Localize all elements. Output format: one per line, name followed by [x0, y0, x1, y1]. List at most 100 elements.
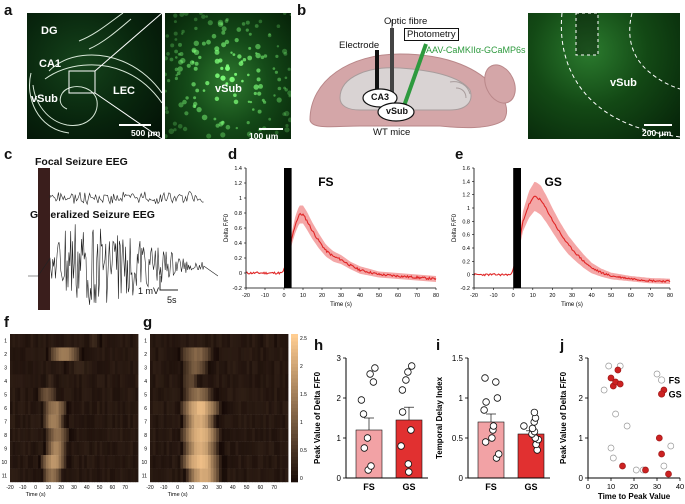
heat-cell — [97, 441, 100, 456]
heat-cell — [40, 387, 44, 402]
heat-cell — [112, 374, 116, 389]
heat-cell — [17, 387, 21, 402]
neuron-cell — [248, 46, 252, 50]
heat-cell — [268, 428, 272, 442]
heat-cell — [177, 455, 181, 469]
heat-xtick-label: 60 — [258, 485, 264, 491]
heat-cell — [117, 468, 121, 483]
neuron-cell — [247, 55, 253, 61]
heat-cell — [265, 401, 270, 415]
neuron-cell — [198, 13, 203, 15]
heat-cell — [271, 401, 275, 415]
heat-cell — [210, 414, 214, 429]
heat-cell — [243, 387, 247, 402]
colorbar-segment — [291, 359, 298, 364]
heat-cell — [174, 360, 178, 375]
data-point — [405, 468, 413, 476]
heat-cell — [43, 347, 47, 362]
heat-cell — [58, 455, 62, 469]
heat-cell — [166, 387, 170, 402]
neuron-cell — [167, 79, 171, 83]
heat-cell — [150, 414, 154, 429]
e-ytick-label: 0.6 — [462, 233, 470, 239]
heat-cell — [40, 441, 44, 456]
neuron-cell — [182, 99, 187, 105]
heat-cell — [38, 455, 42, 469]
heat-cell — [74, 334, 77, 348]
heat-cell — [61, 387, 65, 402]
heat-cell — [10, 374, 13, 389]
e-xtick-label: 70 — [647, 293, 653, 299]
data-point — [359, 410, 368, 418]
d-ytick-label: 0.8 — [234, 211, 242, 217]
neuron-cell — [177, 66, 183, 72]
heat-cell — [99, 401, 103, 415]
neuron-cell — [274, 70, 278, 74]
neuron-cell — [191, 82, 196, 87]
panel-label-h: h — [314, 337, 324, 354]
heat-cell — [112, 334, 116, 348]
neuron-cell — [240, 60, 244, 63]
e-xtick-label: -20 — [470, 293, 478, 299]
heat-cell — [38, 334, 42, 348]
e-ytick-label: 0 — [467, 273, 470, 279]
heat-cell — [152, 455, 156, 469]
heat-cell — [180, 360, 184, 375]
heat-row-label: 11 — [2, 473, 7, 479]
d-xtick-label: 0 — [282, 293, 285, 299]
heat-xtick-label: 40 — [84, 485, 90, 491]
neuron-cell — [232, 53, 236, 56]
heat-cell — [130, 468, 134, 483]
data-point — [489, 422, 498, 430]
d-ylabel: Delta F/F0 — [224, 213, 230, 242]
heat-cell — [221, 334, 225, 348]
heat-cell — [185, 441, 190, 456]
heat-cell — [265, 334, 270, 348]
ytick-label: 0 — [579, 474, 584, 483]
e-xtick-label: 0 — [512, 293, 515, 299]
heat-cell — [43, 401, 47, 415]
category-label: FS — [363, 482, 375, 492]
heat-cell — [30, 360, 34, 375]
neuron-cell — [249, 100, 253, 104]
heat-cell — [238, 360, 242, 375]
neuron-cell — [173, 13, 178, 18]
heat-cell — [185, 347, 190, 362]
heat-cell — [285, 455, 289, 469]
heat-cell — [194, 428, 198, 442]
heat-cell — [135, 455, 139, 469]
heat-cell — [243, 334, 247, 348]
heat-cell — [125, 428, 129, 442]
e-xtick-label: 40 — [589, 293, 595, 299]
heat-cell — [114, 334, 118, 348]
heat-cell — [213, 374, 217, 389]
heat-cell — [205, 428, 209, 442]
heat-cell — [238, 387, 242, 402]
heat-cell — [117, 414, 121, 429]
heat-cell — [260, 455, 264, 469]
neuron-cell — [257, 109, 262, 114]
heat-cell — [205, 387, 209, 402]
neuron-cell — [184, 111, 189, 116]
heat-cell — [97, 455, 100, 469]
heat-cell — [107, 428, 111, 442]
heat-cell — [276, 455, 281, 469]
heat-cell — [30, 468, 34, 483]
heat-cell — [161, 441, 165, 456]
heat-cell — [219, 334, 223, 348]
heat-cell — [50, 401, 54, 415]
heat-cell — [265, 374, 270, 389]
heat-cell — [66, 347, 70, 362]
heat-cell — [38, 414, 42, 429]
heat-cell — [38, 401, 42, 415]
heat-cell — [155, 455, 159, 469]
heat-cell — [207, 347, 212, 362]
heat-cell — [276, 468, 281, 483]
heat-cell — [243, 347, 247, 362]
neuron-cell — [229, 76, 235, 83]
heat-cell — [243, 468, 247, 483]
neuron-cells — [165, 13, 291, 139]
mice-label: WT mice — [373, 127, 411, 138]
heat-cell — [152, 441, 156, 456]
heat-cell — [279, 347, 283, 362]
